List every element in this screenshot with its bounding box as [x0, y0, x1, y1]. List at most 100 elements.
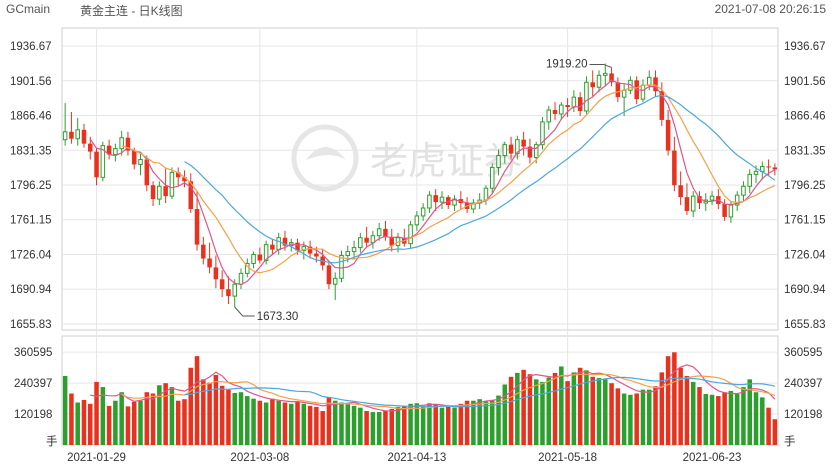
volume-bar	[232, 392, 237, 445]
price-tick-right: 1655.83	[784, 319, 826, 331]
price-tick-left: 1831.35	[10, 145, 52, 157]
volume-bar	[546, 377, 552, 445]
candle-body	[188, 181, 194, 210]
candle-body	[276, 237, 281, 251]
x-tick-label: 2021-03-08	[230, 452, 289, 464]
candle-body	[182, 177, 187, 182]
volume-bar	[106, 405, 112, 445]
candle-body	[69, 131, 74, 139]
volume-bar	[351, 405, 357, 445]
volume-unit-right: 手	[784, 434, 796, 448]
annotations: 1919.20 1673.30	[234, 58, 612, 323]
volume-bar	[439, 407, 445, 445]
volume-bar	[471, 400, 476, 445]
candle-body	[414, 215, 420, 226]
candle-body	[238, 272, 244, 285]
candle-body	[358, 237, 363, 249]
volume-bar	[659, 372, 665, 445]
volume-bar	[301, 403, 307, 445]
x-tick-label: 2021-05-18	[538, 452, 597, 464]
volume-tick-left: 240397	[14, 378, 52, 390]
volume-bar	[332, 400, 338, 445]
volume-bar	[464, 400, 470, 445]
price-tick-left: 1726.04	[10, 250, 52, 262]
candle-body	[94, 151, 99, 178]
volume-bar	[263, 402, 269, 445]
volume-bar	[163, 383, 168, 445]
volume-bar	[201, 379, 206, 445]
candle-body	[766, 166, 771, 168]
timestamp: 2021-07-08 20:26:15	[714, 2, 826, 16]
x-tick-label: 2021-01-29	[67, 452, 126, 464]
candle-body	[131, 150, 137, 165]
volume-bar	[226, 389, 231, 445]
candle-body	[232, 283, 237, 297]
candle-body	[690, 195, 696, 212]
volume-bar	[603, 379, 608, 445]
price-tick-left: 1901.56	[10, 76, 52, 88]
candle-body	[345, 251, 351, 257]
candle-body	[747, 173, 752, 187]
volume-bar	[282, 402, 288, 445]
volume-bar	[747, 379, 752, 445]
price-tick-left: 1690.94	[10, 284, 52, 296]
candle-body	[389, 236, 394, 246]
volume-bar	[584, 370, 589, 445]
candle-body	[314, 253, 319, 257]
low-marker-line	[234, 306, 255, 317]
candle-body	[150, 185, 156, 200]
x-tick-label: 2021-06-23	[683, 452, 742, 464]
volume-bar	[728, 390, 734, 445]
candle-body	[753, 170, 759, 175]
volume-bar	[653, 386, 658, 445]
price-tick-right: 1936.67	[784, 41, 826, 53]
candle-body	[100, 145, 106, 178]
moving-average-lines	[89, 79, 776, 286]
volume-bar	[113, 400, 118, 445]
price-tick-right: 1866.46	[784, 111, 826, 123]
volume-bar	[207, 382, 212, 445]
candle-body	[728, 204, 734, 218]
volume-bar	[697, 387, 702, 445]
price-tick-right: 1690.94	[784, 284, 826, 296]
volume-bar	[194, 356, 200, 445]
candle-body	[270, 244, 275, 250]
candle-body	[665, 119, 671, 151]
volume-bar	[621, 393, 627, 445]
volume-bar	[628, 394, 633, 445]
volume-bar	[320, 411, 325, 445]
volume-bar	[452, 407, 457, 445]
volume-bar	[690, 381, 696, 445]
volume-bar	[150, 393, 156, 445]
chart-title: 黄金主连 - 日K线图	[80, 4, 183, 18]
candle-body	[201, 244, 206, 259]
candle-body	[559, 104, 564, 115]
candle-body	[508, 144, 514, 154]
volume-bar	[766, 407, 771, 445]
volume-bar	[684, 375, 690, 445]
candle-body	[433, 195, 438, 203]
price-tick-right: 1831.35	[784, 145, 826, 157]
volume-bar	[295, 401, 300, 445]
ma10-line	[121, 84, 776, 274]
volume-bar	[69, 393, 74, 445]
candle-body	[427, 194, 432, 209]
candle-body	[144, 159, 150, 186]
volume-bar	[364, 411, 369, 445]
volume-bar	[565, 381, 570, 445]
candle-body	[157, 185, 162, 200]
volume-bar	[521, 369, 526, 445]
volume-bar	[571, 372, 577, 445]
volume-bar	[515, 372, 520, 445]
low-marker-label: 1673.30	[257, 311, 299, 323]
candle-body	[420, 207, 426, 217]
candle-body	[81, 129, 87, 144]
candle-body	[684, 197, 690, 211]
volume-bar	[703, 394, 709, 445]
candle-body	[603, 72, 608, 76]
candle-body	[533, 144, 539, 159]
volume-bar	[358, 407, 363, 445]
candle-body	[295, 242, 300, 251]
x-tick-label: 2021-04-13	[387, 452, 446, 464]
